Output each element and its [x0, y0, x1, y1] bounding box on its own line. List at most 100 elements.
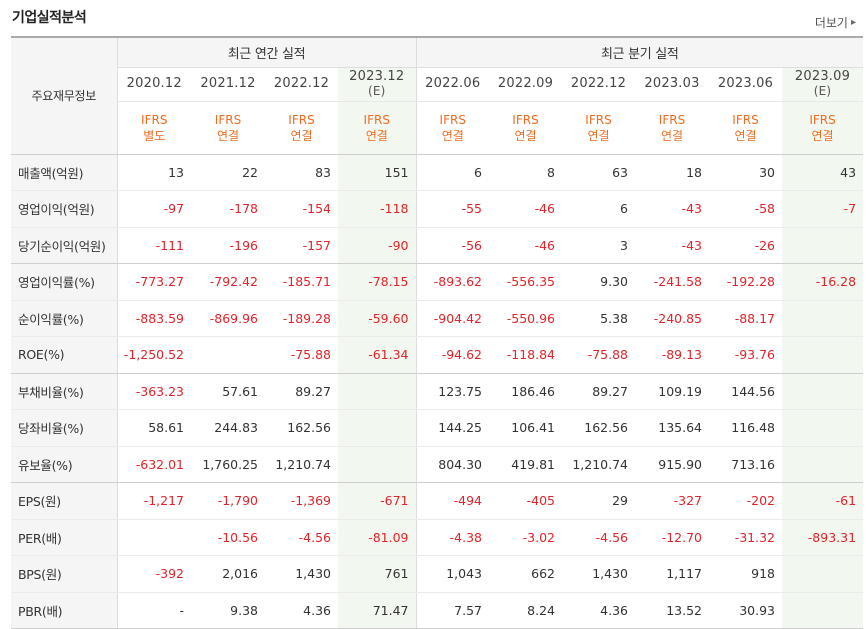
accounting-type-header: IFRS 연결 — [338, 101, 417, 155]
table-cell: 57.61 — [191, 373, 265, 410]
table-row: 순이익률(%) -883.59 -869.96 -189.28 -59.60 -904.4… — [11, 300, 864, 337]
table-cell: -241.58 — [635, 263, 709, 301]
table-cell: -55 — [416, 190, 489, 228]
table-cell: 419.81 — [489, 446, 562, 483]
table-cell: -792.42 — [191, 263, 265, 301]
table-cell: -327 — [635, 482, 709, 520]
table-cell: 244.83 — [191, 409, 265, 447]
table-cell: -556.35 — [489, 263, 562, 301]
accounting-type-header: IFRS 연결 — [416, 101, 489, 155]
period-header: 2023.03 — [635, 67, 709, 102]
more-link[interactable]: 더보기 ▸ — [815, 14, 856, 31]
table-cell: -43 — [635, 227, 709, 264]
table-cell: -12.70 — [635, 519, 709, 556]
table-cell: -392 — [117, 555, 191, 593]
standard-label: IFRS — [512, 112, 539, 127]
table-row: PER(배) -10.56 -4.56 -81.09 -4.38 -3.02 -4.56 -1… — [11, 519, 864, 556]
section-title: 기업실적분석 — [12, 10, 87, 26]
table-cell: -111 — [117, 227, 191, 264]
standard-label: IFRS — [363, 112, 390, 127]
table-cell: 30 — [709, 154, 782, 191]
accounting-type-header: IFRS 연결 — [635, 101, 709, 155]
table-cell: 144.56 — [709, 373, 782, 410]
accounting-type-header: IFRS 연결 — [709, 101, 782, 155]
table-cell — [782, 336, 864, 374]
more-label: 더보기 — [814, 16, 848, 30]
table-cell: -1,790 — [191, 482, 265, 520]
table-cell: 89.27 — [562, 373, 635, 410]
standard-label: IFRS — [439, 112, 466, 127]
table-row: 영업이익(억원) -97 -178 -154 -118 -55 -46 6 -43 -58 -7 — [11, 190, 864, 228]
table-row: PBR(배) -9.38 4.36 71.47 7.57 8.24 4.36 13.52 30.… — [11, 592, 864, 629]
row-label: 영업이익률(%) — [11, 263, 118, 301]
table-cell: -1,217 — [117, 482, 191, 520]
table-cell: -81.09 — [338, 519, 417, 556]
consolidation-label: 연결 — [660, 128, 684, 143]
table-cell: -75.88 — [265, 336, 338, 374]
table-cell: 8 — [489, 154, 562, 191]
standard-label: IFRS — [141, 112, 168, 127]
table-cell: -363.23 — [117, 373, 191, 410]
table-cell: 1,043 — [416, 555, 489, 593]
table-cell: -26 — [709, 227, 782, 264]
table-cell: 89.27 — [265, 373, 338, 410]
table-cell: -154 — [265, 190, 338, 228]
table-cell: 4.36 — [562, 592, 635, 629]
consolidation-label: 연결 — [514, 128, 537, 143]
table-cell: -202 — [709, 482, 782, 520]
table-cell: -196 — [191, 227, 265, 264]
table-cell: -94.62 — [416, 336, 489, 374]
accounting-type-header: IFRS 연결 — [191, 101, 265, 155]
period-header: 2022.12 — [265, 67, 338, 102]
row-label: EPS(원) — [11, 482, 118, 520]
table-cell: 63 — [562, 154, 635, 191]
row-label: BPS(원) — [11, 555, 118, 593]
table-cell: 58.61 — [117, 409, 191, 447]
table-cell: -893.31 — [782, 519, 864, 556]
table-cell: 1,117 — [635, 555, 709, 593]
period-date: 2023.06 — [717, 76, 774, 91]
consolidation-label: 연결 — [290, 128, 313, 143]
period-date: 2020.12 — [126, 76, 182, 91]
table-cell: 2,016 — [191, 555, 265, 593]
period-header: 2022.12 — [562, 67, 635, 102]
group-quarterly-header: 최근 분기 실적 — [600, 46, 679, 62]
table-cell — [338, 446, 417, 483]
table-cell: 106.41 — [489, 409, 562, 447]
standard-label: IFRS — [658, 112, 686, 127]
table-cell: -31.32 — [709, 519, 782, 556]
table-cell — [338, 373, 417, 410]
standard-label: IFRS — [732, 112, 759, 127]
table-cell: 144.25 — [416, 409, 489, 447]
table-cell: 13.52 — [635, 592, 709, 629]
accounting-type-header: IFRS 별도 — [117, 101, 191, 155]
period-date: 2023.03 — [644, 76, 700, 91]
table-cell: -494 — [416, 482, 489, 520]
consolidation-label: 연결 — [365, 128, 388, 143]
group-annual-header: 최근 연간 실적 — [117, 37, 417, 67]
period-header: 2023.06 — [709, 67, 782, 102]
row-label: 순이익률(%) — [11, 300, 118, 337]
row-label: 유보율(%) — [11, 446, 118, 483]
estimate-marker: (E) — [367, 84, 386, 98]
table-cell: 662 — [489, 555, 562, 593]
standard-label: IFRS — [585, 112, 612, 127]
table-cell: -56 — [416, 227, 489, 264]
table-cell — [782, 409, 864, 447]
row-label: ROE(%) — [11, 336, 118, 374]
table-cell: -89.13 — [635, 336, 709, 374]
table-cell: 162.56 — [265, 409, 338, 447]
table-cell: 9.38 — [191, 592, 265, 629]
table-cell — [782, 555, 864, 593]
consolidation-label: 연결 — [811, 128, 834, 143]
table-cell: 918 — [709, 555, 782, 593]
table-cell: -893.62 — [416, 263, 489, 301]
accounting-type-header: IFRS 연결 — [265, 101, 338, 155]
table-cell: -4.38 — [416, 519, 489, 556]
period-date: 2022.06 — [425, 76, 481, 91]
table-cell: -4.56 — [265, 519, 338, 556]
standard-label: IFRS — [288, 112, 315, 127]
table-row: ROE(%) -1,250.52 -75.88 -61.34 -94.62 -118.84… — [11, 336, 864, 374]
table-cell: -97 — [117, 190, 191, 228]
